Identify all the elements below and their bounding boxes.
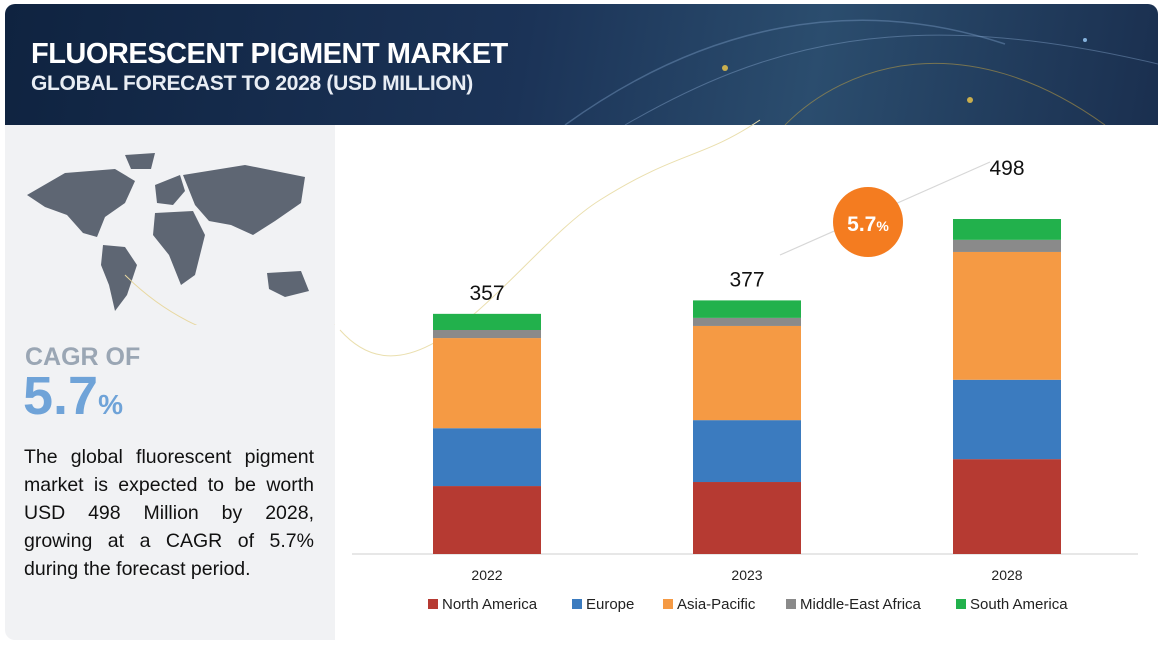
cagr-number: 5.7 (23, 366, 99, 426)
cagr-label: CAGR OF (25, 343, 141, 371)
bar-segment (953, 251, 1061, 380)
bar-segment (953, 239, 1061, 252)
x-tick-label: 2023 (731, 567, 762, 583)
badge-circle (833, 187, 903, 257)
subtitle: GLOBAL FORECAST TO 2028 (USD MILLION) (31, 72, 473, 95)
header-decoration (564, 19, 1158, 125)
total-label: 357 (469, 282, 504, 305)
legend-label: Europe (586, 596, 634, 613)
bar-segment (953, 219, 1061, 240)
bar-segment (693, 420, 801, 483)
legend-swatch (956, 599, 966, 609)
legend-swatch (786, 599, 796, 609)
bar-segment (433, 486, 541, 554)
legend-label: North America (442, 596, 538, 613)
bar-segment (953, 459, 1061, 554)
badge-unit: % (876, 218, 889, 234)
bar-segment (693, 317, 801, 326)
legend-swatch (428, 599, 438, 609)
world-map (27, 153, 335, 325)
bar-segment (693, 482, 801, 554)
legend-swatch (572, 599, 582, 609)
legend-swatch (663, 599, 673, 609)
decoration (339, 119, 761, 357)
cagr-value: 5.7% (23, 365, 123, 427)
description: The global fluorescent pigment market is… (24, 446, 314, 580)
bar-segment (433, 338, 541, 429)
x-tick-label: 2028 (991, 567, 1022, 583)
badge-text: 5.7% (847, 213, 889, 236)
header: FLUORESCENT PIGMENT MARKET GLOBAL FORECA… (5, 4, 1158, 125)
bar-segment (953, 379, 1061, 460)
x-tick-label: 2022 (471, 567, 502, 583)
badge-number: 5.7 (847, 213, 876, 236)
side-panel: CAGR OF 5.7% The global fluorescent pigm… (5, 125, 335, 640)
bar-segment (693, 300, 801, 318)
bar-segment (693, 325, 801, 421)
cagr-badge: 5.7% (833, 187, 903, 257)
bar-segment (433, 329, 541, 339)
legend-label: South America (970, 596, 1068, 613)
title: FLUORESCENT PIGMENT MARKET (31, 38, 508, 70)
bar-segment (433, 313, 541, 330)
total-label: 377 (729, 268, 764, 291)
legend-label: Asia-Pacific (677, 596, 756, 613)
total-label: 498 (989, 157, 1024, 180)
legend-label: Middle-East Africa (800, 596, 922, 613)
bar-segment (433, 428, 541, 487)
cagr-unit: % (98, 389, 123, 420)
